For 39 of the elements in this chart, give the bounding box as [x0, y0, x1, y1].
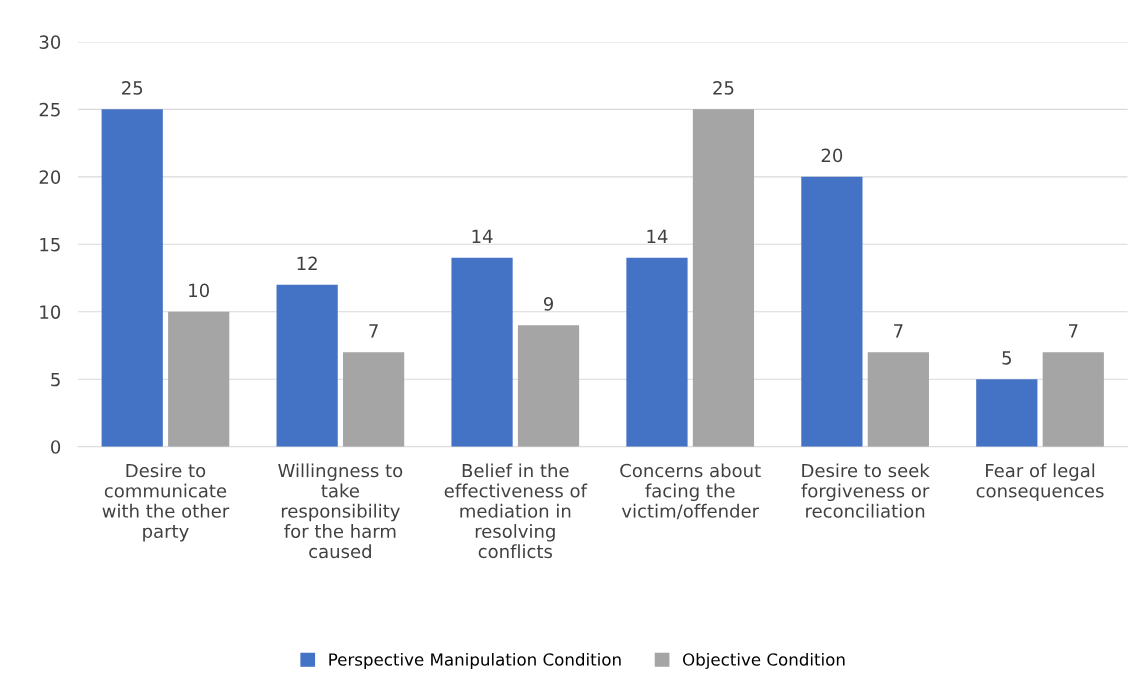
legend-label: Perspective Manipulation Condition [329, 652, 621, 670]
x-tick-label: Desire to seek forgiveness or reconciliation [801, 463, 930, 518]
bar [168, 311, 230, 447]
y-tick-label: 25 [39, 102, 60, 117]
data-label: 20 [821, 148, 843, 163]
bar [276, 284, 338, 447]
bar [801, 176, 863, 447]
bar [692, 109, 755, 447]
data-label: 7 [894, 324, 903, 338]
data-label: 14 [647, 229, 668, 243]
legend-label: Objective Condition [683, 652, 845, 670]
data-label: 7 [1069, 324, 1078, 338]
x-tick-label: Desire to communicate with the other party [102, 463, 230, 542]
data-label: 9 [543, 297, 553, 311]
y-tick-label: 0 [51, 440, 61, 454]
bar [101, 109, 163, 447]
data-label: 10 [189, 283, 209, 298]
bar [517, 325, 580, 447]
y-tick-label: 30 [39, 35, 61, 49]
data-label: 25 [122, 81, 143, 95]
bar [867, 352, 929, 447]
x-tick-label: Concerns about facing the victim/offender [620, 463, 761, 520]
bar [451, 257, 513, 447]
bar [976, 379, 1038, 447]
data-label: 7 [369, 324, 378, 338]
y-tick-label: 15 [40, 238, 60, 252]
x-tick-label: Fear of legal consequences [976, 463, 1104, 502]
data-label: 25 [713, 81, 734, 95]
data-label: 5 [1002, 351, 1011, 365]
bar [1042, 352, 1104, 447]
y-tick-label: 20 [39, 170, 61, 184]
y-tick-label: 5 [51, 372, 60, 387]
bar [343, 352, 405, 447]
data-label: 14 [472, 229, 493, 243]
bar [626, 257, 688, 447]
data-label: 12 [297, 256, 317, 270]
x-tick-label: Belief in the effectiveness of mediation in resolving conflicts [444, 463, 588, 559]
y-tick-label: 10 [40, 305, 61, 319]
x-tick-label: Willingness to take responsibility for the harm caused [278, 463, 403, 559]
